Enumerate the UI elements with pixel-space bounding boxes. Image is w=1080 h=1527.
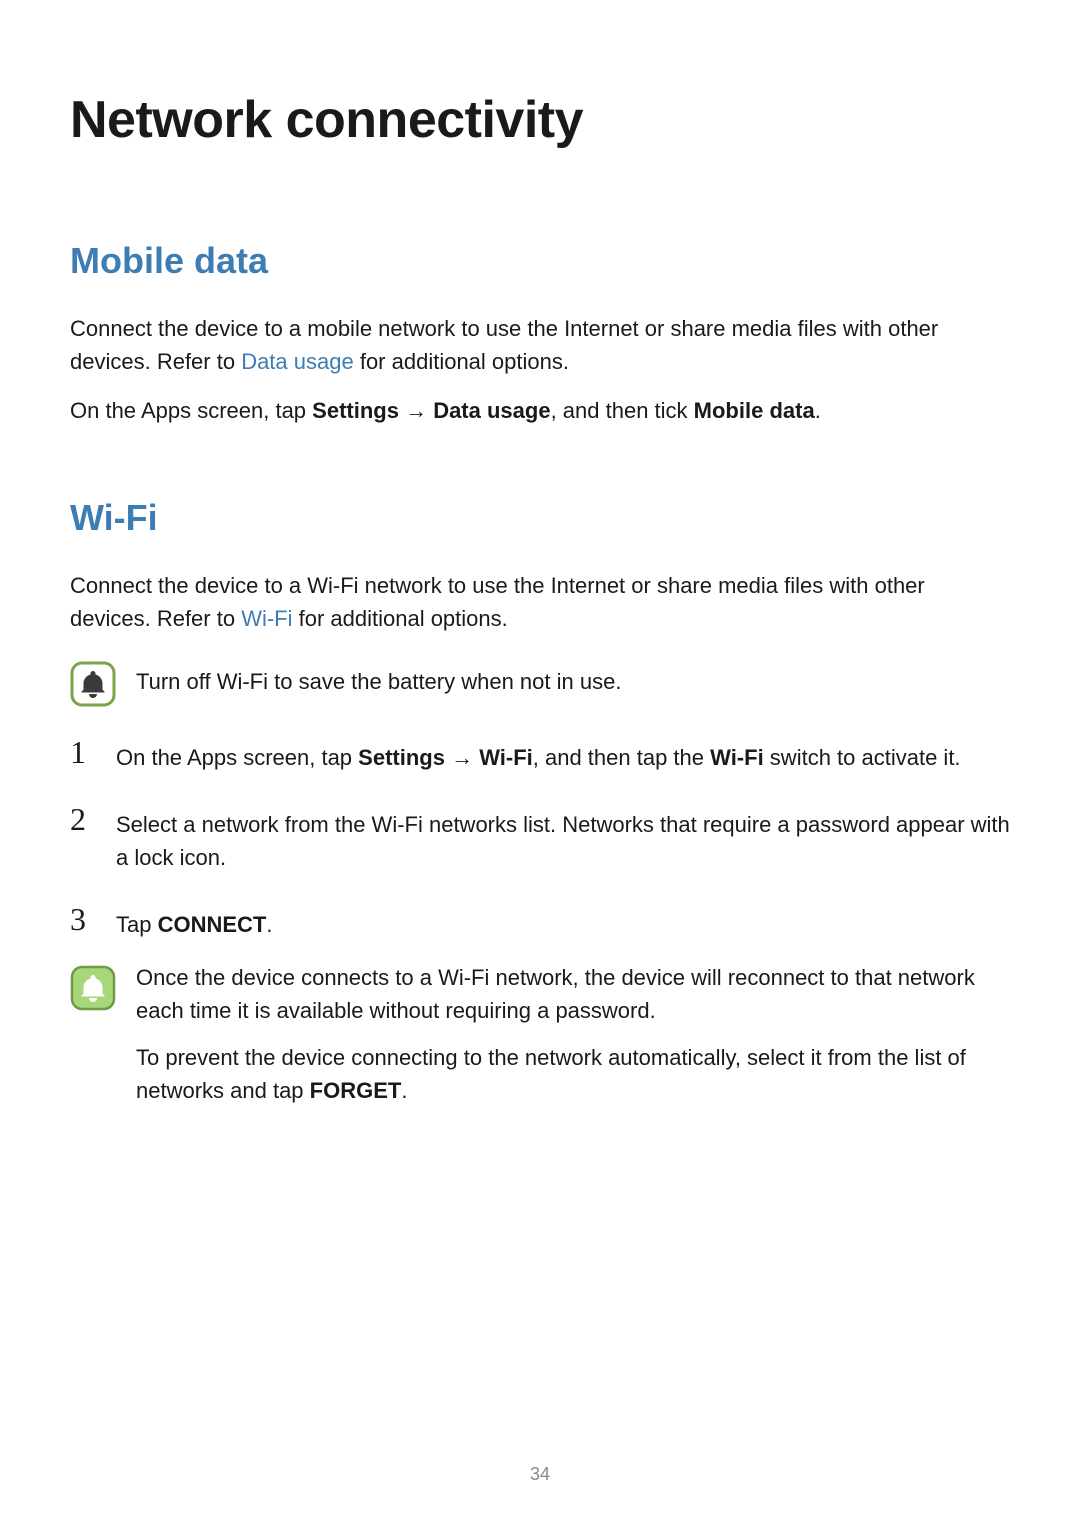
- step-body: Select a network from the Wi-Fi networks…: [116, 802, 1010, 874]
- bell-outline-icon: [70, 661, 116, 707]
- note-info-body: Once the device connects to a Wi-Fi netw…: [136, 961, 1010, 1121]
- step-row: 1 On the Apps screen, tap Settings → Wi-…: [70, 735, 1010, 774]
- wifi-paragraph-1: Connect the device to a Wi-Fi network to…: [70, 569, 1010, 635]
- bell-filled-icon: [70, 965, 116, 1011]
- settings-label: Settings: [358, 745, 445, 770]
- step-row: 3 Tap CONNECT.: [70, 902, 1010, 941]
- data-usage-label: Data usage: [433, 398, 550, 423]
- text-fragment: .: [401, 1078, 407, 1103]
- text-fragment: On the Apps screen, tap: [70, 398, 312, 423]
- mobile-data-heading: Mobile data: [70, 240, 1010, 282]
- mobile-data-label: Mobile data: [694, 398, 815, 423]
- note-info-paragraph-2: To prevent the device connecting to the …: [136, 1041, 1010, 1107]
- text-fragment: .: [815, 398, 821, 423]
- note-info-row: Once the device connects to a Wi-Fi netw…: [70, 961, 1010, 1121]
- text-fragment: for additional options.: [293, 606, 508, 631]
- step-row: 2 Select a network from the Wi-Fi networ…: [70, 802, 1010, 874]
- step-number: 1: [70, 735, 98, 770]
- text-fragment: , and then tick: [551, 398, 694, 423]
- step-number: 3: [70, 902, 98, 937]
- wifi-heading: Wi-Fi: [70, 497, 1010, 539]
- page-number: 34: [0, 1464, 1080, 1485]
- text-fragment: switch to activate it.: [764, 745, 961, 770]
- wifi-switch-label: Wi-Fi: [710, 745, 764, 770]
- settings-label: Settings: [312, 398, 399, 423]
- document-page: Network connectivity Mobile data Connect…: [0, 0, 1080, 1181]
- step-body: Tap CONNECT.: [116, 902, 1010, 941]
- wifi-label: Wi-Fi: [479, 745, 533, 770]
- connect-label: CONNECT: [158, 912, 267, 937]
- note-info-paragraph-1: Once the device connects to a Wi-Fi netw…: [136, 961, 1010, 1027]
- page-title: Network connectivity: [70, 90, 1010, 150]
- wifi-link[interactable]: Wi-Fi: [241, 606, 292, 631]
- step-body: On the Apps screen, tap Settings → Wi-Fi…: [116, 735, 1010, 774]
- arrow-separator: →: [399, 398, 433, 423]
- data-usage-link[interactable]: Data usage: [241, 349, 354, 374]
- note-tip-row: Turn off Wi-Fi to save the battery when …: [70, 659, 1010, 707]
- text-fragment: To prevent the device connecting to the …: [136, 1045, 966, 1103]
- text-fragment: .: [266, 912, 272, 937]
- text-fragment: On the Apps screen, tap: [116, 745, 358, 770]
- mobile-data-paragraph-1: Connect the device to a mobile network t…: [70, 312, 1010, 378]
- text-fragment: Tap: [116, 912, 158, 937]
- arrow-separator: →: [445, 745, 479, 770]
- forget-label: FORGET: [310, 1078, 402, 1103]
- step-number: 2: [70, 802, 98, 837]
- note-tip-text: Turn off Wi-Fi to save the battery when …: [136, 659, 1010, 698]
- text-fragment: , and then tap the: [533, 745, 710, 770]
- mobile-data-paragraph-2: On the Apps screen, tap Settings → Data …: [70, 394, 1010, 427]
- text-fragment: for additional options.: [354, 349, 569, 374]
